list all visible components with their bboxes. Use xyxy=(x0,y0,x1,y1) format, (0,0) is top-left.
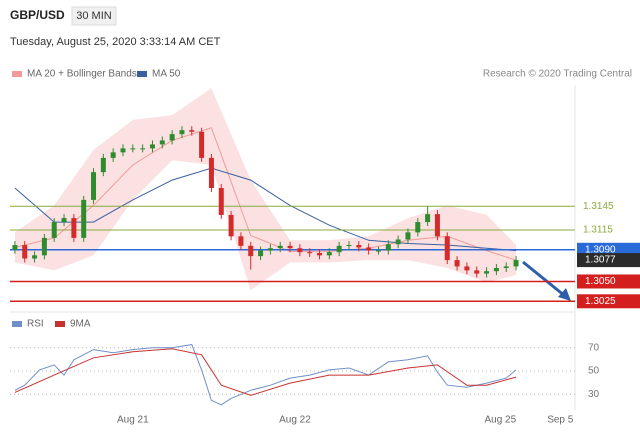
candle-body xyxy=(317,252,323,256)
candle-body xyxy=(474,270,480,274)
candle-body xyxy=(405,232,411,240)
candle-body xyxy=(41,237,47,256)
candle-body xyxy=(375,250,381,252)
candle-body xyxy=(287,245,293,249)
candle-body xyxy=(169,134,175,141)
candle-body xyxy=(395,239,401,245)
candle-body xyxy=(434,214,440,237)
candle-body xyxy=(307,252,313,254)
ma20-line xyxy=(14,127,517,261)
candle-body xyxy=(228,214,234,237)
candle-body xyxy=(51,222,57,238)
candle-body xyxy=(297,248,303,253)
indicator-line xyxy=(14,348,517,396)
legend-swatch xyxy=(55,321,65,327)
price-tag-label: 1.3077 xyxy=(585,255,616,266)
price-tag xyxy=(577,294,640,309)
candle-body xyxy=(120,148,126,153)
candle-body xyxy=(503,266,509,269)
candle-body xyxy=(248,245,254,257)
x-tick-label: Aug 25 xyxy=(484,415,516,426)
legend-swatch xyxy=(137,71,147,77)
x-tick-label: Aug 21 xyxy=(117,415,149,426)
candle-body xyxy=(32,255,38,259)
candle-body xyxy=(91,172,97,200)
x-tick-label: Sep 5 xyxy=(547,415,574,426)
bollinger-band xyxy=(14,88,517,291)
interval: 30 MIN xyxy=(76,10,112,22)
candle-body xyxy=(444,236,450,261)
legend-label: 9MA xyxy=(70,319,91,330)
ma50-line xyxy=(14,167,517,252)
candle-body xyxy=(484,271,490,274)
candle-body xyxy=(385,244,391,251)
candle-body xyxy=(346,245,352,247)
y-tick-label: 50 xyxy=(588,366,600,377)
candle-body xyxy=(199,131,205,158)
candle-body xyxy=(356,245,362,248)
legend-label: MA 20 + Bollinger Bands xyxy=(27,69,137,80)
candle-body xyxy=(277,245,283,249)
legend-label: MA 50 xyxy=(152,69,181,80)
candle-body xyxy=(81,199,87,238)
candle-body xyxy=(159,140,165,145)
legend-swatch xyxy=(12,321,22,327)
candle-body xyxy=(71,218,77,238)
price-tag xyxy=(577,253,640,268)
x-tick-label: Aug 22 xyxy=(279,415,311,426)
credit: Research © 2020 Trading Central xyxy=(483,69,632,80)
candle-body xyxy=(425,214,431,223)
price-tag-label: 1.3025 xyxy=(585,296,616,307)
candle-body xyxy=(100,157,106,173)
forecast-arrow xyxy=(522,260,566,298)
candle-body xyxy=(513,260,519,267)
candle-body xyxy=(464,266,470,271)
candle-body xyxy=(110,152,116,158)
candle-body xyxy=(189,130,195,132)
symbol: GBP/USD xyxy=(10,8,65,22)
legend-label: RSI xyxy=(27,319,44,330)
candle-body xyxy=(454,260,460,267)
indicator-line xyxy=(14,344,517,406)
candle-body xyxy=(149,144,155,149)
candle-body xyxy=(326,252,332,256)
candle-body xyxy=(493,268,499,272)
candle-body xyxy=(22,245,28,259)
candle-body xyxy=(61,218,67,223)
candle-body xyxy=(218,187,224,215)
price-tag-label: 1.3050 xyxy=(585,276,616,287)
candle-body xyxy=(415,222,421,233)
forecast-arrow-head xyxy=(558,288,571,301)
interval-box xyxy=(71,6,117,26)
level-label: 1.3145 xyxy=(583,201,614,212)
candle-body xyxy=(208,157,214,188)
candle-body xyxy=(140,148,146,150)
y-tick-label: 70 xyxy=(588,342,600,353)
price-tag xyxy=(577,274,640,289)
candle-body xyxy=(238,236,244,246)
candle-body xyxy=(336,245,342,253)
candle-body xyxy=(366,247,372,251)
level-label: 1.3115 xyxy=(583,225,613,236)
candle-body xyxy=(258,250,264,257)
y-tick-label: 30 xyxy=(588,389,600,400)
candle-body xyxy=(267,248,273,251)
price-tag-label: 1.3090 xyxy=(585,244,616,255)
timestamp: Tuesday, August 25, 2020 3:33:14 AM CET xyxy=(10,36,221,48)
candle-body xyxy=(12,245,18,250)
candle-body xyxy=(130,148,136,150)
legend-swatch xyxy=(12,71,22,77)
candle-body xyxy=(179,130,185,135)
